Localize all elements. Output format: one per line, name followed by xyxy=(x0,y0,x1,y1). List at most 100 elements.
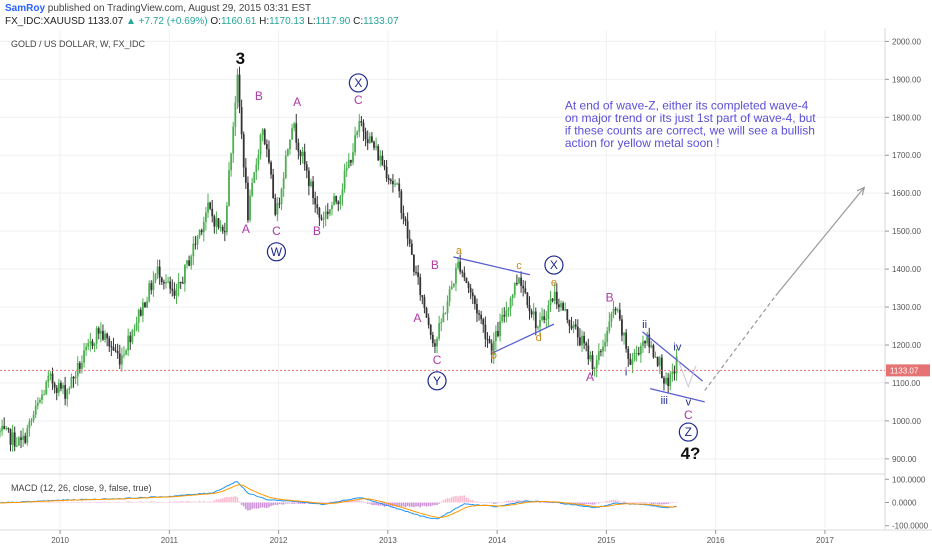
candle-body xyxy=(263,129,266,145)
candle-body xyxy=(402,212,405,219)
macd-histogram-bar xyxy=(137,501,140,503)
candle-body xyxy=(392,181,394,185)
candle-body xyxy=(585,343,588,346)
x-tick-label: 2010 xyxy=(51,536,69,545)
candle-body xyxy=(255,164,258,173)
candle-body xyxy=(190,256,193,266)
candle-body xyxy=(368,136,371,144)
macd-histogram-bar xyxy=(509,500,512,503)
chart-title: GOLD / US DOLLAR, W, FX_IDC xyxy=(11,39,146,49)
macd-histogram-bar xyxy=(358,500,361,503)
macd-histogram-bar xyxy=(398,502,401,507)
candle-body xyxy=(576,326,579,338)
macd-histogram-bar xyxy=(650,502,653,505)
macd-histogram-bar xyxy=(30,502,33,503)
y-tick-label: 1800.00 xyxy=(892,113,921,122)
candle-body xyxy=(427,317,430,325)
candle-body xyxy=(120,355,123,365)
wave-label: iv xyxy=(673,342,681,354)
candle-body xyxy=(116,350,119,354)
candle-body xyxy=(146,301,148,308)
candle-body xyxy=(434,343,436,347)
candle-body xyxy=(387,178,390,180)
candle-body xyxy=(171,288,174,291)
macd-histogram-bar xyxy=(234,495,237,503)
annotation-line-4: action for yellow metal soon ! xyxy=(565,136,720,150)
candle-body xyxy=(484,324,487,339)
macd-histogram-bar xyxy=(507,500,510,503)
candle-body xyxy=(379,155,382,161)
macd-histogram-bar xyxy=(469,500,472,503)
candle-body xyxy=(160,277,163,282)
candle-body xyxy=(110,346,113,348)
candle-body xyxy=(663,378,665,384)
macd-histogram-bar xyxy=(200,501,203,503)
candle-body xyxy=(581,335,583,346)
symbol-label[interactable]: FX_IDC:XAUUSD xyxy=(5,16,86,27)
candle-body xyxy=(207,202,209,213)
macd-histogram-bar xyxy=(247,502,249,511)
macd-histogram-bar xyxy=(53,502,56,503)
price-axis[interactable]: 2000.00 1900.00 1800.00 1700.00 1600.00 1500.… xyxy=(885,37,921,464)
macd-histogram-bar xyxy=(461,495,464,503)
candle-body xyxy=(440,322,443,324)
candle-body xyxy=(551,298,554,301)
candle-body xyxy=(579,337,581,346)
candle-body xyxy=(133,330,136,332)
macd-histogram-bar xyxy=(406,502,409,507)
macd-histogram-bar xyxy=(87,502,90,503)
macd-histogram-bar xyxy=(478,501,480,503)
macd-histogram-bar xyxy=(448,498,451,503)
low-value: 1117.90 xyxy=(315,16,351,27)
macd-histogram-bar xyxy=(432,502,434,506)
candle-body xyxy=(236,74,239,103)
candle-body xyxy=(240,107,243,135)
candle-body xyxy=(494,331,497,341)
candle-body xyxy=(629,358,632,365)
candle-body xyxy=(448,289,451,302)
macd-histogram-bar xyxy=(303,502,306,504)
candle-body xyxy=(650,345,653,348)
time-axis[interactable]: 2010 2011 2012 2013 2014 2015 2016 2017 xyxy=(51,530,834,545)
macd-histogram-bar xyxy=(438,502,440,504)
candle-body xyxy=(505,310,508,317)
author-link[interactable]: SamRoy xyxy=(5,3,46,14)
candle-body xyxy=(156,266,159,275)
candle-body xyxy=(91,341,94,346)
candle-body xyxy=(616,309,619,311)
candle-body xyxy=(139,309,142,316)
macd-histogram-bar xyxy=(640,502,642,504)
candle-body xyxy=(415,271,417,273)
candle-body xyxy=(47,375,50,382)
candle-body xyxy=(513,283,516,295)
macd-histogram-bar xyxy=(150,501,153,503)
candle-body xyxy=(22,435,25,440)
candle-body xyxy=(572,324,575,329)
macd-histogram-bar xyxy=(72,501,75,503)
macd-histogram-bar xyxy=(429,502,432,507)
macd-histogram-bar xyxy=(104,501,106,503)
candle-body xyxy=(396,183,399,185)
macd-histogram-bar xyxy=(41,501,43,503)
candle-body xyxy=(429,324,432,335)
macd-histogram-bar xyxy=(106,502,108,503)
macd-histogram-bar xyxy=(284,502,287,504)
macd-histogram-bar xyxy=(362,501,365,503)
candle-body xyxy=(158,266,161,278)
candle-body xyxy=(597,351,600,361)
candle-body xyxy=(83,350,85,363)
candle-body xyxy=(15,445,18,447)
candle-body xyxy=(469,287,472,293)
wave-label: e xyxy=(551,277,557,289)
candle-body xyxy=(230,153,233,171)
candle-body xyxy=(26,428,29,443)
candle-body xyxy=(410,243,413,255)
candle-body xyxy=(95,328,98,344)
candle-body xyxy=(600,351,602,353)
macd-histogram-bar xyxy=(421,502,424,507)
macd-histogram-bar xyxy=(539,502,541,503)
macd-histogram-bar xyxy=(181,501,184,503)
annotation-line-1: At end of wave-Z, either its completed w… xyxy=(565,99,809,113)
macd-histogram-bar xyxy=(419,502,422,508)
